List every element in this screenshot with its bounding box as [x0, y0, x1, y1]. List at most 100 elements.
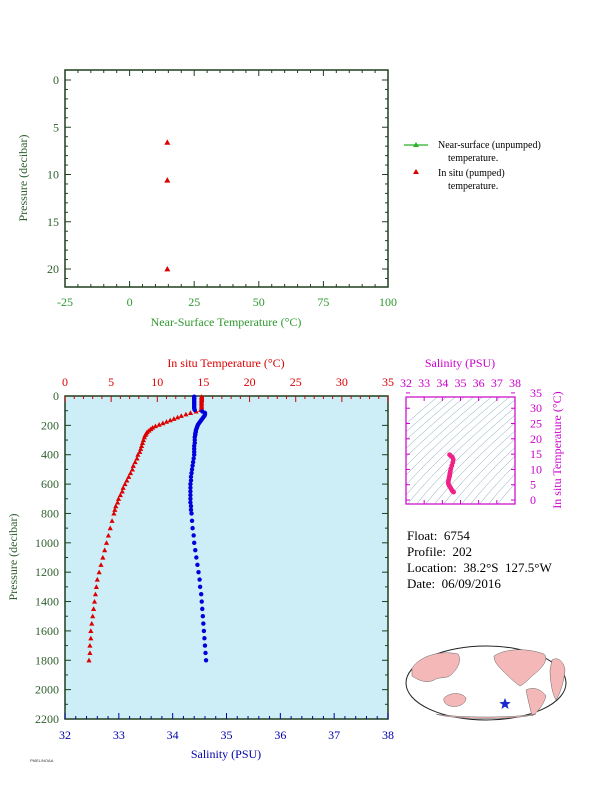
top-x-axis-label: Near-Surface Temperature (°C) — [151, 315, 302, 329]
density-contour — [470, 455, 515, 504]
temperature-point — [90, 613, 96, 619]
salinity-point — [192, 452, 197, 457]
density-contour — [416, 407, 515, 504]
location: Location: 38.2°S 127.5°W — [407, 560, 552, 575]
y-tick-label: 2000 — [35, 683, 59, 697]
temperature-point — [91, 606, 97, 611]
salinity-point — [203, 658, 209, 663]
float-location-star-icon — [499, 698, 511, 709]
salinity-point — [202, 643, 208, 648]
bottom-x-tick-label: 38 — [382, 728, 394, 742]
data-point — [164, 266, 171, 272]
world-map — [405, 645, 567, 721]
top-x-tick-label: 25 — [290, 375, 302, 389]
salinity-point — [188, 492, 193, 498]
temperature-point — [92, 591, 99, 597]
salinity-point — [197, 584, 203, 590]
salinity-point — [201, 628, 207, 634]
temperature-point — [160, 420, 166, 426]
salinity-point — [188, 474, 194, 479]
temperature-point — [139, 440, 146, 446]
top-x-tick-label: 0 — [62, 375, 68, 389]
salinity-point — [196, 569, 201, 575]
temperature-point — [119, 488, 125, 494]
temperature-point — [171, 416, 177, 421]
density-contour — [406, 397, 501, 486]
y-tick-label: 5 — [53, 120, 59, 134]
temperature-point — [129, 466, 135, 472]
main-y-ticks: 0 200 400 600 800 1000 1200 1400 1600 1800 2000 220… — [35, 389, 388, 726]
salinity-point — [189, 470, 194, 476]
temperature-point — [127, 470, 134, 476]
top-x-tick-label: 35 — [382, 375, 394, 389]
y-tick-label: 2200 — [35, 712, 59, 726]
salinity-point — [191, 533, 196, 538]
top-x-tick-label: 20 — [244, 375, 256, 389]
x-tick-label: 50 — [253, 295, 265, 309]
temperature-point — [167, 417, 173, 423]
salinity-point — [192, 407, 197, 413]
bottom-x-tick-label: 35 — [221, 728, 233, 742]
y-tick-label: 1200 — [35, 565, 59, 579]
salinity-point — [194, 555, 199, 560]
temperature-point — [113, 503, 119, 509]
main-bottom-x-ticks: 32 33 34 35 36 37 38 — [59, 713, 394, 742]
density-contour — [434, 422, 515, 504]
salinity-point — [198, 592, 204, 597]
temperature-point — [137, 449, 143, 454]
top-x-tick-label: 10 — [151, 375, 163, 389]
ts-y-axis-label: In situ Temperature (°C) — [550, 391, 564, 508]
top-y-axis-label: Pressure (decibar) — [16, 135, 30, 222]
temperature-point — [124, 477, 130, 483]
y-tick-label: 10 — [47, 168, 59, 182]
legend-pumped-label: In situ (pumped) temperature. — [438, 168, 505, 192]
temperature-point — [115, 499, 121, 505]
y-tick-label: 0 — [53, 73, 59, 87]
salinity-point — [193, 547, 198, 553]
top-x-tick-label: 15 — [197, 375, 209, 389]
y-tick-label: 1800 — [35, 653, 59, 667]
profile-number: Profile: 202 — [407, 544, 472, 559]
y-tick-label: 20 — [47, 262, 59, 276]
salinity-point — [203, 650, 208, 656]
y-tick-label: 200 — [41, 418, 59, 432]
salinity-point — [192, 540, 197, 546]
temperature-point — [93, 584, 99, 589]
temperature-point — [107, 525, 113, 531]
temperature-point — [115, 496, 122, 501]
temperature-point — [88, 628, 94, 633]
map-landmasses — [411, 649, 566, 719]
temperature-point — [187, 410, 194, 415]
land-asia — [411, 652, 460, 682]
y-tick-label: 1400 — [35, 595, 59, 609]
salinity-point — [188, 489, 193, 494]
top-y-ticks: 0 5 10 15 20 — [47, 73, 388, 279]
salinity-point — [200, 614, 206, 619]
temperature-point — [103, 540, 110, 545]
salinity-point — [189, 511, 194, 516]
temperature-point — [94, 576, 100, 582]
date: Date: 06/09/2016 — [407, 576, 501, 591]
ts-y-tick-label: 5 — [530, 478, 536, 492]
pressure-axis-label: Pressure (decibar) — [6, 514, 20, 601]
salinity-point — [189, 467, 195, 472]
y-tick-label: 0 — [53, 389, 59, 403]
x-tick-label: 75 — [317, 295, 329, 309]
temperature-axis-label: In situ Temperature (°C) — [167, 356, 284, 370]
x-tick-label: 0 — [127, 295, 133, 309]
ts-x-ticks: 32 33 34 35 36 37 38 — [400, 376, 521, 504]
temperature-point — [88, 635, 94, 641]
y-tick-label: 15 — [47, 215, 59, 229]
near-surface-chart: 0 5 10 15 20 -25 0 25 50 75 100 Near-Surface Temp… — [16, 69, 397, 329]
ts-x-tick-label: 38 — [509, 376, 521, 390]
legend-unpumped-label: Near-surface (unpumped) temperature. — [438, 140, 541, 164]
temperature-point — [141, 434, 147, 440]
salinity-point — [188, 500, 193, 505]
bottom-x-tick-label: 36 — [274, 728, 286, 742]
temperature-point — [174, 414, 181, 420]
temperature-point — [122, 481, 128, 487]
temperature-point — [134, 455, 140, 461]
